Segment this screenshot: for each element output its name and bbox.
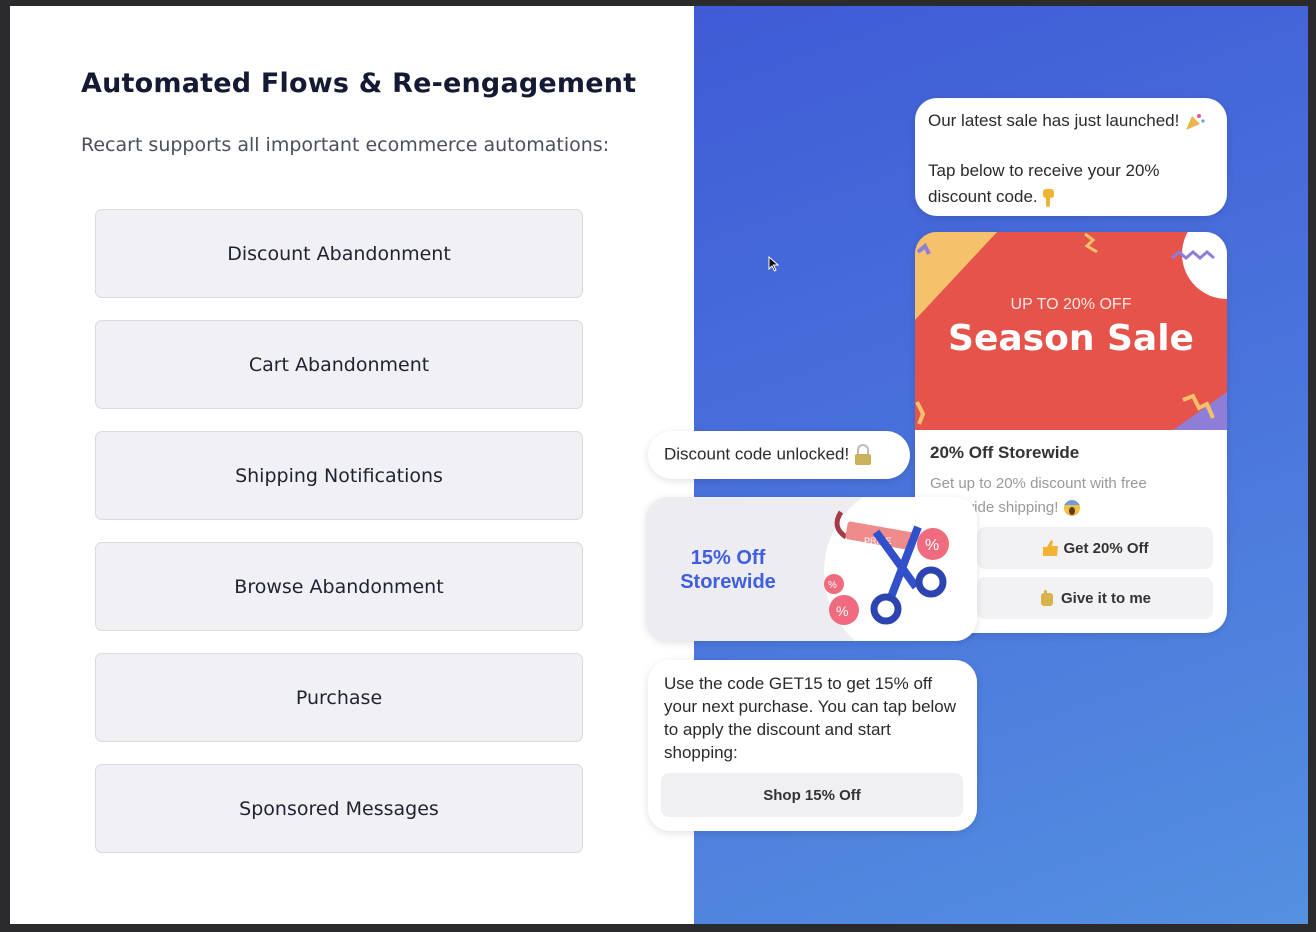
get15-message-text: Use the code GET15 to get 15% off your n… bbox=[664, 674, 957, 762]
padlock-icon bbox=[854, 444, 871, 465]
scissors-price-tag-icon: PRICE % % % bbox=[824, 497, 977, 641]
raised-hand-icon bbox=[1040, 590, 1053, 606]
thumbs-up-icon bbox=[1043, 540, 1059, 556]
page-subtitle: Recart supports all important ecommerce … bbox=[81, 134, 610, 156]
svg-text:%: % bbox=[836, 603, 848, 619]
flow-cart-abandonment[interactable]: Cart Abandonment bbox=[95, 320, 583, 409]
screaming-face-icon bbox=[1063, 500, 1080, 517]
mouse-cursor-icon bbox=[768, 256, 780, 272]
coupon-text: 15% Off Storewide bbox=[680, 547, 776, 593]
give-it-to-me-button[interactable]: Give it to me bbox=[977, 577, 1213, 619]
flow-sponsored-messages[interactable]: Sponsored Messages bbox=[95, 764, 583, 853]
coupon-card: 15% Off Storewide PRICE % % % bbox=[646, 497, 977, 641]
sale-card-title: 20% Off Storewide bbox=[930, 443, 1080, 462]
flow-browse-abandonment[interactable]: Browse Abandonment bbox=[95, 542, 583, 631]
sale-card: UP TO 20% OFF Season Sale 20% Off Storew… bbox=[915, 232, 1227, 633]
banner-title: Season Sale bbox=[948, 318, 1194, 359]
chat-message-get15: Use the code GET15 to get 15% off your n… bbox=[648, 660, 977, 831]
pointing-down-icon bbox=[1043, 188, 1055, 207]
flow-shipping-notifications[interactable]: Shipping Notifications bbox=[95, 431, 583, 520]
shop-15-off-button[interactable]: Shop 15% Off bbox=[661, 773, 963, 817]
chat-message-sale-launched: Our latest sale has just launched! Tap b… bbox=[915, 98, 1227, 216]
svg-text:%: % bbox=[925, 537, 939, 554]
svg-text:%: % bbox=[828, 580, 837, 591]
page-title: Automated Flows & Re-engagement bbox=[81, 68, 637, 99]
banner-kicker: UP TO 20% OFF bbox=[1010, 296, 1132, 313]
flow-discount-abandonment[interactable]: Discount Abandonment bbox=[95, 209, 583, 298]
message-line-2: Tap below to receive your 20% discount c… bbox=[928, 161, 1160, 207]
season-sale-banner: UP TO 20% OFF Season Sale bbox=[915, 232, 1227, 430]
chat-message-unlocked: Discount code unlocked! bbox=[648, 431, 910, 479]
banner-decoration bbox=[915, 232, 1227, 430]
party-popper-icon bbox=[1186, 113, 1205, 130]
flow-purchase[interactable]: Purchase bbox=[95, 653, 583, 742]
message-line-1: Our latest sale has just launched! bbox=[928, 111, 1206, 132]
get-20-off-button[interactable]: Get 20% Off bbox=[977, 527, 1213, 569]
